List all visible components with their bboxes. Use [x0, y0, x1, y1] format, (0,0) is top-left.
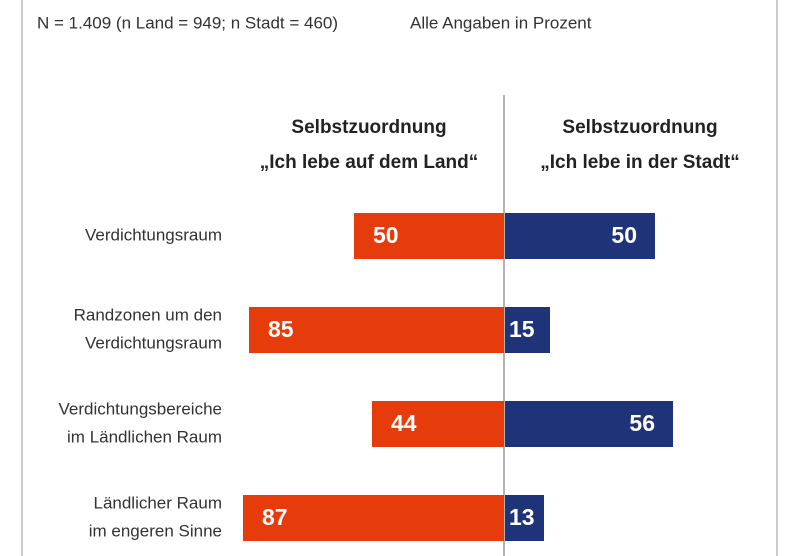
category-label: Verdichtungsraum [85, 225, 222, 244]
value-label: 50 [373, 222, 399, 248]
bar [354, 213, 504, 259]
bar [505, 495, 544, 541]
value-label: 87 [262, 504, 288, 530]
value-label: 15 [509, 316, 535, 342]
column-header: Selbstzuordnung [291, 117, 446, 138]
value-label: 44 [391, 410, 417, 436]
value-label: 13 [509, 504, 535, 530]
bar [505, 213, 655, 259]
category-label: Randzonen um den [74, 305, 222, 324]
value-label: 85 [268, 316, 294, 342]
column-header: „Ich lebe auf dem Land“ [260, 152, 479, 173]
bar [249, 307, 504, 353]
category-label: Ländlicher Raum [93, 493, 222, 512]
value-label: 56 [629, 410, 655, 436]
category-label: Verdichtungsraum [85, 333, 222, 352]
value-label: 50 [611, 222, 637, 248]
column-header: Selbstzuordnung [562, 117, 717, 138]
category-label: im Ländlichen Raum [67, 427, 222, 446]
note: Alle Angaben in Prozent [410, 13, 592, 32]
note: N = 1.409 (n Land = 949; n Stadt = 460) [37, 13, 338, 32]
category-label: Verdichtungsbereiche [58, 399, 222, 418]
category-label: im engeren Sinne [89, 521, 222, 540]
bar [505, 307, 550, 353]
bar [372, 401, 504, 447]
column-header: „Ich lebe in der Stadt“ [540, 152, 740, 173]
bar [505, 401, 673, 447]
bar [243, 495, 504, 541]
